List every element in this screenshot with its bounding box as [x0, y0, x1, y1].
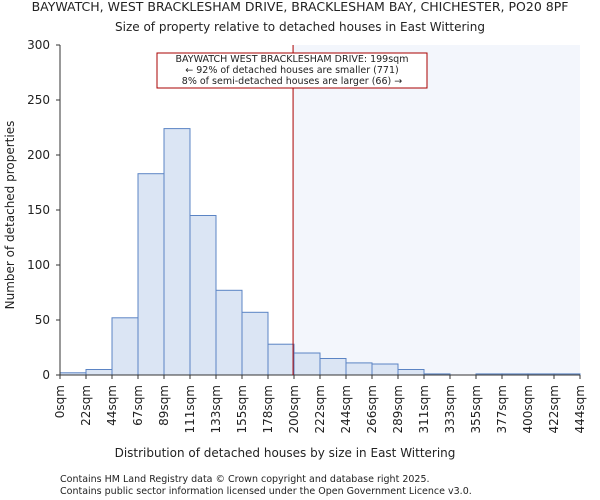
x-tick-label: 44sqm: [105, 385, 119, 426]
x-tick-label: 0sqm: [53, 385, 67, 418]
footer-line-1: Contains HM Land Registry data © Crown c…: [60, 474, 430, 485]
x-tick-label: 422sqm: [547, 385, 561, 433]
y-ticks: 0 50 100 150 200 250 300: [27, 38, 60, 382]
x-tick-label: 244sqm: [339, 385, 353, 433]
x-tick-label: 377sqm: [495, 385, 509, 433]
bar-200sqm: [293, 352, 321, 376]
annotation-line-2: ← 92% of detached houses are smaller (77…: [185, 65, 398, 76]
x-tick-label: 111sqm: [183, 385, 197, 433]
y-tick-label: 50: [35, 313, 50, 327]
bars: [59, 128, 581, 376]
y-tick-label: 200: [27, 148, 50, 162]
y-axis-label: Number of detached properties: [3, 121, 17, 310]
x-tick-label: 289sqm: [391, 385, 405, 433]
annotation-line-1: BAYWATCH WEST BRACKLESHAM DRIVE: 199sqm: [176, 54, 409, 65]
bar-111sqm: [189, 215, 217, 376]
footer-line-2: Contains public sector information licen…: [60, 486, 472, 497]
x-tick-label: 155sqm: [235, 385, 249, 433]
x-tick-label: 444sqm: [573, 385, 587, 433]
bar-289sqm: [397, 369, 425, 376]
bar-133sqm: [215, 289, 243, 376]
chart-title: BAYWATCH, WEST BRACKLESHAM DRIVE, BRACKL…: [32, 0, 569, 14]
bar-266sqm: [371, 363, 399, 376]
y-tick-label: 300: [27, 38, 50, 52]
bar-67sqm: [137, 173, 165, 376]
bar-244sqm: [345, 362, 373, 376]
bar-155sqm: [241, 311, 269, 376]
x-tick-label: 89sqm: [157, 385, 171, 426]
y-tick-label: 0: [42, 368, 50, 382]
x-ticks: 0sqm 22sqm 44sqm 67sqm 89sqm 111sqm 133sqm 155s…: [53, 375, 587, 433]
annotation-box: BAYWATCH WEST BRACKLESHAM DRIVE: 199sqm …: [156, 52, 428, 89]
y-tick-label: 250: [27, 93, 50, 107]
bar-44sqm: [111, 317, 139, 376]
y-tick-label: 150: [27, 203, 50, 217]
bar-89sqm: [163, 128, 191, 376]
x-tick-label: 266sqm: [365, 385, 379, 433]
x-tick-label: 67sqm: [131, 385, 145, 426]
x-tick-label: 311sqm: [417, 385, 431, 433]
x-tick-label: 355sqm: [469, 385, 483, 433]
x-tick-label: 22sqm: [79, 385, 93, 426]
x-tick-label: 200sqm: [287, 385, 301, 433]
highlight-region: [293, 45, 580, 375]
chart-subtitle: Size of property relative to detached ho…: [115, 20, 485, 34]
bar-22sqm: [85, 369, 113, 376]
x-tick-label: 400sqm: [521, 385, 535, 433]
annotation-line-3: 8% of semi-detached houses are larger (6…: [182, 76, 402, 87]
x-axis-label: Distribution of detached houses by size …: [115, 446, 456, 460]
x-tick-label: 333sqm: [443, 385, 457, 433]
bar-178sqm: [267, 343, 295, 376]
y-tick-label: 100: [27, 258, 50, 272]
x-tick-label: 178sqm: [261, 385, 275, 433]
x-tick-label: 222sqm: [313, 385, 327, 433]
x-tick-label: 133sqm: [209, 385, 223, 433]
bar-222sqm: [319, 358, 347, 376]
